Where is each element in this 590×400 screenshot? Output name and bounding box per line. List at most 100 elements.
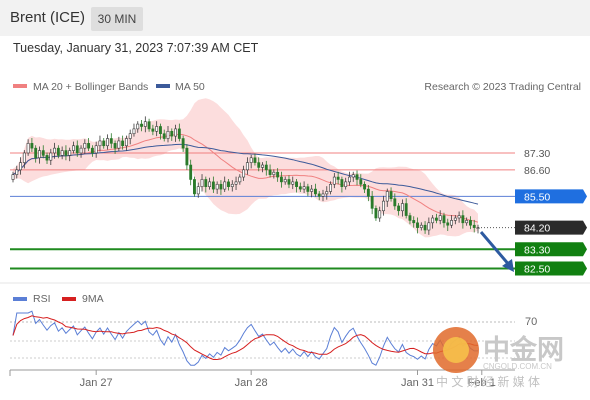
- candle-body: [268, 169, 272, 175]
- candle-body: [363, 183, 367, 190]
- candle-body: [295, 181, 298, 187]
- candle: [351, 171, 355, 182]
- candle-body: [200, 179, 204, 187]
- candle-body: [151, 128, 155, 132]
- ma9-legend-label: 9MA: [82, 293, 104, 305]
- candle-body: [75, 145, 79, 154]
- candle: [215, 181, 219, 194]
- candle: [400, 199, 404, 217]
- candle: [140, 119, 143, 132]
- candle: [121, 135, 125, 150]
- candle-body: [53, 147, 57, 154]
- candle-body: [427, 222, 431, 231]
- candle-body: [174, 128, 177, 137]
- candle: [102, 138, 106, 149]
- rsi-legend-label: RSI: [33, 293, 51, 305]
- candle-body: [370, 196, 374, 209]
- candle: [170, 128, 174, 141]
- candle-body: [257, 162, 261, 168]
- rsi-legend: RSI 9MA: [13, 293, 104, 305]
- rsi-line: [12, 310, 478, 366]
- candle: [438, 210, 442, 225]
- level-label-82.50: 82.50: [524, 264, 550, 276]
- candle-body: [465, 220, 469, 224]
- candle-body: [329, 183, 332, 192]
- candle-body: [170, 131, 174, 137]
- candle: [64, 145, 68, 161]
- candle-body: [332, 176, 336, 185]
- candle-body: [321, 193, 325, 197]
- forecast-arrow: [479, 231, 514, 272]
- candle-body: [128, 133, 132, 139]
- candle: [166, 126, 170, 143]
- candle: [177, 123, 181, 142]
- candle: [242, 165, 246, 181]
- candle: [189, 159, 193, 186]
- candle-body: [219, 183, 223, 190]
- candle-body: [287, 179, 291, 185]
- x-tick-label: Jan 27: [80, 377, 113, 389]
- candle-body: [34, 147, 38, 159]
- candle: [15, 165, 19, 179]
- candle: [38, 146, 41, 164]
- candle: [389, 187, 393, 202]
- candle-body: [159, 126, 162, 135]
- candle: [453, 215, 457, 225]
- level-label-83.30: 83.30: [524, 244, 550, 256]
- candle: [223, 176, 227, 192]
- candle: [234, 176, 238, 191]
- candle: [53, 142, 57, 159]
- candle: [200, 174, 204, 192]
- candle-body: [472, 224, 476, 228]
- candle-body: [83, 143, 87, 149]
- watermark: 中金网 CNGOLD.COM.CN 中 文 财 经 新 媒 体: [433, 327, 564, 389]
- candle: [159, 123, 162, 140]
- candle-body: [147, 121, 151, 130]
- candle-body: [49, 152, 53, 161]
- candle-body: [193, 179, 196, 195]
- candle: [264, 160, 268, 176]
- candle-body: [431, 217, 435, 224]
- candle: [359, 174, 363, 188]
- ma20-line: [12, 133, 479, 223]
- candle-body: [389, 191, 393, 200]
- candle: [253, 153, 257, 166]
- copyright: Research © 2023 Trading Central: [424, 81, 581, 93]
- candle-body: [121, 140, 125, 147]
- candle-body: [102, 140, 106, 147]
- candle-body: [416, 222, 419, 228]
- candle: [230, 180, 234, 192]
- candle: [147, 118, 151, 132]
- candle: [181, 135, 185, 153]
- candle-body: [166, 131, 170, 139]
- candle-body: [204, 179, 208, 187]
- candle-body: [234, 181, 238, 185]
- candle: [408, 212, 412, 225]
- candle-body: [19, 162, 22, 171]
- candle-body: [457, 215, 461, 219]
- candle-body: [400, 203, 404, 212]
- candle: [174, 124, 177, 142]
- candle-body: [453, 217, 457, 221]
- candle-body: [143, 121, 147, 127]
- candle-body: [253, 157, 257, 163]
- candle: [128, 129, 132, 145]
- candle-body: [132, 128, 136, 135]
- candle-body: [230, 183, 234, 187]
- candle-body: [79, 147, 83, 154]
- candle-body: [15, 169, 19, 175]
- candle: [427, 217, 431, 235]
- candle: [306, 183, 310, 197]
- level-tag-84.20: [515, 220, 587, 235]
- candle-body: [249, 157, 253, 163]
- timeframe-badge[interactable]: 30 MIN: [91, 7, 143, 31]
- candle: [227, 178, 230, 191]
- candle-body: [140, 123, 143, 127]
- candle-body: [397, 205, 401, 212]
- candle-body: [306, 186, 310, 192]
- candle: [45, 152, 49, 165]
- candle-body: [238, 176, 242, 183]
- instrument-title: Brent (ICE): [10, 9, 86, 26]
- candle: [457, 211, 461, 223]
- chart-panel: [0, 36, 590, 400]
